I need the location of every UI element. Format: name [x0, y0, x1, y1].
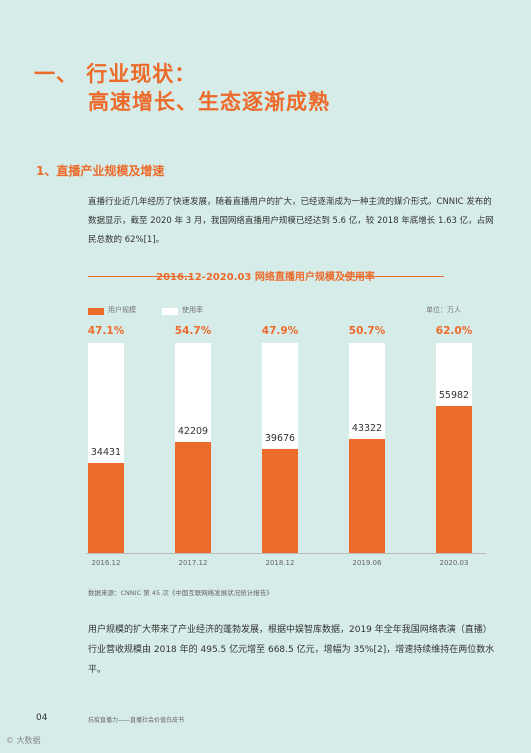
bar-users: [175, 442, 211, 553]
bar-users: [349, 439, 385, 553]
chart-unit: 单位：万人: [426, 306, 461, 314]
watermark: © 大数据: [6, 736, 41, 745]
usage-rate-label: 62.0%: [435, 325, 473, 337]
paragraph-2: 用户规模的扩大带来了产业经济的蓬勃发展，根据中娱智库数据，2019 年全年我国网…: [88, 625, 495, 675]
paragraph-1: 直播行业近几年经历了快速发展，随着直播用户的扩大，已经逐渐成为一种主流的媒介形式…: [88, 197, 494, 245]
chart-title: 2016.12-2020.03 网络直播用户规模及使用率: [156, 272, 375, 283]
bar-value-label: 55982: [438, 390, 470, 401]
bar-users: [262, 449, 298, 553]
category-label: 2018.12: [265, 559, 295, 567]
usage-rate-label: 50.7%: [348, 325, 386, 337]
section-title: 1、直播产业规模及增速: [36, 164, 165, 178]
bar-value-label: 39676: [264, 433, 296, 444]
category-label: 2020.03: [439, 559, 469, 567]
legend-swatch-users: [88, 308, 104, 315]
legend-swatch-rate: [162, 308, 178, 315]
usage-rate-label: 54.7%: [174, 325, 212, 337]
chart-baseline: [86, 553, 486, 554]
legend-label-users: 用户规模: [108, 306, 136, 314]
heading-line1: 一、 行业现状：: [34, 62, 197, 86]
bar-value-label: 42209: [177, 426, 209, 437]
bar-users: [436, 406, 472, 553]
chart-title-rule-right: [342, 276, 444, 277]
category-label: 2019.06: [352, 559, 382, 567]
heading-line2: 高速增长、生态逐渐成熟: [88, 90, 330, 114]
category-label: 2017.12: [178, 559, 208, 567]
page-number: 04: [36, 713, 48, 723]
legend-label-rate: 使用率: [182, 306, 203, 314]
bar-users: [88, 463, 124, 553]
usage-rate-label: 47.1%: [87, 325, 125, 337]
category-label: 2016.12: [91, 559, 121, 567]
data-source: 数据来源：CNNIC 第 45 次《中国互联网络发展状况统计报告》: [88, 589, 273, 597]
bar-value-label: 43322: [351, 423, 383, 434]
chart-title-rule-left: [88, 276, 192, 277]
usage-rate-label: 47.9%: [261, 325, 299, 337]
bar-value-label: 34431: [90, 447, 122, 458]
footer-text: 抗疫直播力——直播社会价值白皮书: [88, 717, 185, 724]
